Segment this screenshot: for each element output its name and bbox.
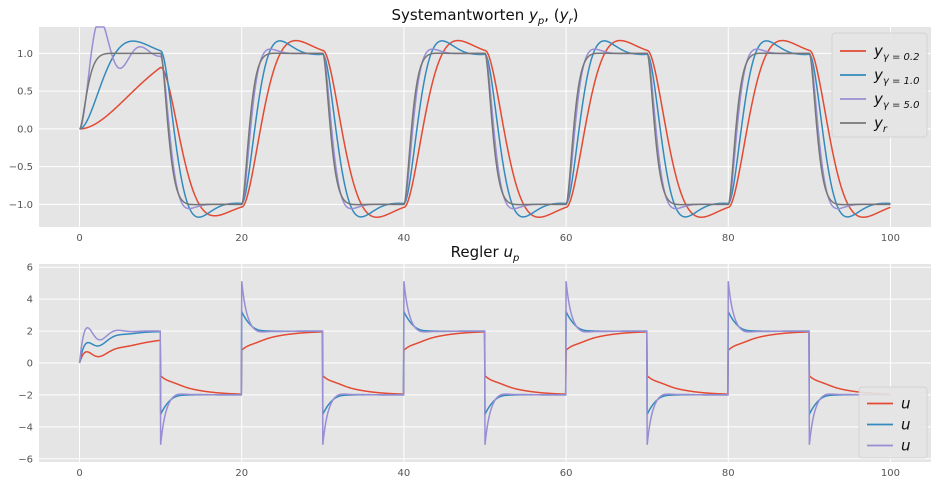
x-tick-label: 80: [722, 468, 735, 479]
title-sub-a: p: [512, 253, 519, 264]
plot-area: [39, 27, 931, 227]
y-tick-label: 1.0: [17, 49, 33, 60]
legend-label-sub: γ = 0.2: [883, 52, 920, 63]
y-tick-label: −1.0: [9, 200, 33, 211]
title-sub-a: p: [537, 16, 544, 27]
legend-label: yγ = 5.0: [873, 90, 919, 111]
legend-label-main: y: [873, 90, 884, 108]
series-line-2: [78, 281, 891, 445]
legend-label-main: y: [873, 66, 884, 84]
title-sub-b: r: [569, 16, 574, 27]
chart-title: Systemantworten yp, (yr): [391, 6, 578, 27]
y-tick-label: 2: [27, 327, 33, 338]
legend-label: u: [901, 416, 911, 434]
legend: uuu: [858, 386, 928, 459]
y-tick-label: 4: [27, 295, 33, 306]
legend-label-sub: γ = 1.0: [883, 76, 920, 87]
y-tick-label: −4: [18, 422, 33, 433]
legend: yγ = 0.2yγ = 1.0yγ = 5.0yr: [831, 32, 928, 138]
legend-label: yr: [873, 114, 888, 135]
title-var-b: y: [559, 6, 570, 24]
y-tick-label: 6: [27, 263, 33, 274]
y-tick-label: 0.0: [17, 124, 33, 135]
x-tick-label: 40: [398, 468, 411, 479]
y-tick-label: −0.5: [9, 162, 33, 173]
x-tick-label: 80: [722, 233, 735, 244]
y-tick-label: −2: [18, 390, 33, 401]
chart-system-responses: Systemantworten yp, (yr) 0 20 40 60 80 100−1.…: [9, 6, 931, 244]
legend-box: [858, 386, 928, 459]
x-tick-label: 100: [881, 233, 900, 244]
title-var-a: y: [528, 6, 539, 24]
legend-label: u: [901, 395, 911, 413]
legend-label: u: [901, 437, 911, 455]
series-lines: [78, 281, 891, 445]
legend-label: yγ = 1.0: [873, 66, 919, 87]
legend-label-main: u: [901, 416, 911, 434]
tick-labels: 0 20 40 60 80 100 −1.0 −0.5 0.0 0.5 1.0: [9, 49, 900, 244]
legend-label-sub: γ = 5.0: [883, 100, 920, 111]
title-text: Systemantworten: [391, 6, 529, 24]
x-tick-label: 0: [76, 468, 82, 479]
title-mid: , (: [544, 6, 559, 24]
title-text: Regler: [451, 243, 504, 261]
series-line-0: [79, 39, 891, 218]
legend-box: [831, 32, 928, 138]
x-tick-label: 0: [76, 233, 82, 244]
legend-label-main: u: [901, 437, 911, 455]
legend-label-main: y: [873, 42, 884, 60]
tick-labels: 0 20 40 60 80 100 −6 −4 −2 0 2 4 6: [18, 263, 900, 479]
legend-label: yγ = 0.2: [873, 42, 919, 63]
y-tick-label: 0.5: [17, 87, 33, 98]
x-tick-label: 60: [560, 233, 573, 244]
series-lines: [79, 26, 891, 218]
y-tick-label: 0: [27, 359, 33, 370]
y-tick-label: −6: [18, 454, 33, 465]
legend-label-sub: r: [883, 124, 888, 135]
x-tick-label: 40: [398, 233, 411, 244]
chart-title: Regler up: [451, 243, 520, 264]
title-end: ): [573, 6, 579, 24]
legend-label-main: y: [873, 114, 884, 132]
x-tick-label: 20: [235, 468, 248, 479]
legend-label-main: u: [901, 395, 911, 413]
series-line-3: [79, 52, 891, 206]
title-var-a: u: [503, 243, 513, 261]
x-tick-label: 60: [560, 468, 573, 479]
x-tick-label: 100: [881, 468, 900, 479]
x-tick-label: 20: [235, 233, 248, 244]
